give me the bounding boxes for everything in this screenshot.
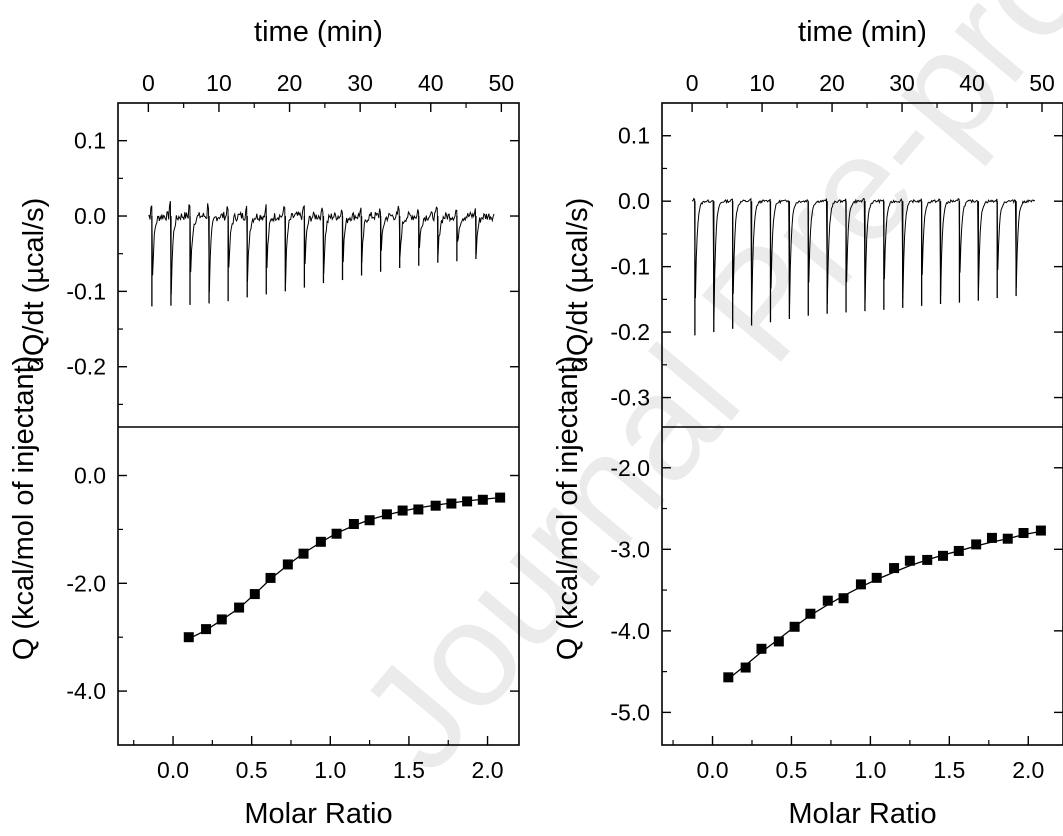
isotherm-data-point (1018, 528, 1029, 538)
isotherm-data-point (822, 595, 833, 606)
top-x-axis-title: time (min) (254, 16, 383, 48)
bottom-x-tick-label: 0.0 (697, 757, 729, 783)
isotherm-data-point (381, 509, 392, 520)
bottom-x-axis-title: Molar Ratio (244, 798, 392, 830)
isotherm-y-tick-label: -4.0 (610, 618, 650, 644)
isotherm-data-point (446, 498, 457, 509)
isotherm-y-tick-label: 0.0 (74, 463, 106, 489)
isotherm-data-point (756, 643, 767, 654)
isotherm-data-point (298, 548, 309, 559)
isotherm-data-point (773, 636, 784, 647)
thermogram-y-tick-label: 0.1 (618, 123, 650, 149)
isotherm-data-point (315, 536, 326, 547)
isotherm-data-point (986, 532, 997, 543)
isotherm-data-point (364, 515, 375, 526)
isotherm-data-point (249, 589, 260, 600)
top-x-tick-label: 40 (959, 70, 985, 96)
top-x-tick-label: 20 (277, 70, 303, 96)
thermogram-y-tick-label: 0.0 (74, 203, 106, 229)
isotherm-data-point (1035, 525, 1046, 536)
right-figure: 0 10 20 30 40 50 time (min) 0.1 0.0 -0.1 -0.2 -0.3 d… (552, 16, 1063, 830)
top-x-tick-label: 50 (489, 70, 515, 96)
bottom-x-tick-label: 1.5 (393, 757, 425, 783)
isotherm-data-point (282, 559, 293, 570)
isotherm-data-point (183, 632, 194, 643)
bottom-x-tick-label: 0.0 (157, 757, 189, 783)
top-x-tick-label: 0 (686, 70, 699, 96)
thermogram-y-tick-label: -0.3 (610, 385, 650, 411)
bottom-x-tick-label: 2.0 (1012, 757, 1044, 783)
thermogram-y-tick-label: 0.0 (618, 188, 650, 214)
isotherm-data-point (397, 505, 408, 516)
isotherm-data-point (971, 539, 982, 550)
isotherm-data-point (938, 550, 949, 561)
isotherm-data-point (348, 519, 359, 530)
isotherm-data-point (889, 563, 900, 574)
isotherm-y-tick-label: -3.0 (610, 536, 650, 562)
top-x-tick-label: 10 (749, 70, 775, 96)
isotherm-y-tick-label: -5.0 (610, 699, 650, 725)
isotherm-data-point (805, 608, 816, 619)
isotherm-y-tick-label: -2.0 (610, 455, 650, 481)
isotherm-data-point (265, 572, 276, 583)
top-x-tick-label: 20 (819, 70, 845, 96)
thermogram-trace (148, 201, 495, 295)
thermogram-y-tick-label: -0.1 (66, 278, 106, 304)
bottom-x-tick-label: 1.0 (314, 757, 346, 783)
isotherm-data-point (234, 602, 245, 613)
isotherm-data-point (495, 492, 506, 503)
thermogram-y-axis-title: dQ/dt (µcal/s) (18, 198, 50, 373)
isotherm-data-point (1002, 533, 1013, 544)
isotherm-y-tick-label: -4.0 (66, 678, 106, 704)
isotherm-data-point (216, 614, 227, 625)
plot-frame (117, 102, 520, 746)
isotherm-data-point (723, 672, 734, 683)
thermogram-y-tick-label: 0.1 (74, 128, 106, 154)
top-x-tick-label: 30 (347, 70, 373, 96)
isotherm-data-point (413, 504, 424, 515)
top-x-tick-label: 0 (142, 70, 155, 96)
bottom-x-tick-label: 1.0 (854, 757, 886, 783)
thermogram-trace (691, 197, 1036, 321)
watermark: Journal Pre-proof (326, 0, 1063, 801)
isotherm-data-point (904, 555, 915, 566)
bottom-x-tick-label: 0.5 (775, 757, 807, 783)
left-figure: 0 10 20 30 40 50 time (min) 0.1 0.0 -0.1 -0.2 dQ/dt… (8, 16, 520, 830)
bottom-x-axis-title: Molar Ratio (788, 798, 936, 830)
isotherm-data-point (871, 572, 882, 583)
thermogram-y-tick-label: -0.2 (66, 354, 106, 380)
top-x-tick-label: 50 (1029, 70, 1055, 96)
thermogram-y-tick-label: -0.1 (610, 254, 650, 280)
bottom-x-tick-label: 2.0 (472, 757, 504, 783)
isotherm-data-point (477, 494, 488, 505)
top-x-tick-label: 30 (889, 70, 915, 96)
isotherm-data-point (430, 500, 441, 511)
isotherm-y-tick-label: -2.0 (66, 570, 106, 596)
fit-curve (727, 530, 1042, 680)
plot-frame (661, 102, 1063, 746)
thermogram-y-axis-title: dQ/dt (µcal/s) (562, 198, 594, 373)
top-x-tick-label: 40 (418, 70, 444, 96)
isotherm-data-point (855, 579, 866, 590)
isotherm-y-axis-title: Q (kcal/mol of injectant) (552, 356, 584, 661)
isotherm-data-point (740, 662, 751, 673)
isotherm-data-point (953, 545, 964, 556)
thermogram-y-tick-label: -0.2 (610, 319, 650, 345)
top-x-tick-label: 10 (206, 70, 232, 96)
bottom-x-tick-label: 1.5 (933, 757, 965, 783)
bottom-x-tick-label: 0.5 (236, 757, 268, 783)
isotherm-data-point (838, 593, 849, 604)
isotherm-y-axis-title: Q (kcal/mol of injectant) (8, 356, 40, 661)
top-x-axis-title: time (min) (798, 16, 927, 48)
isotherm-data-point (201, 624, 212, 635)
isotherm-data-point (331, 528, 342, 539)
isotherm-data-point (922, 554, 933, 565)
isotherm-data-point (462, 496, 473, 507)
isotherm-data-point (789, 621, 800, 632)
